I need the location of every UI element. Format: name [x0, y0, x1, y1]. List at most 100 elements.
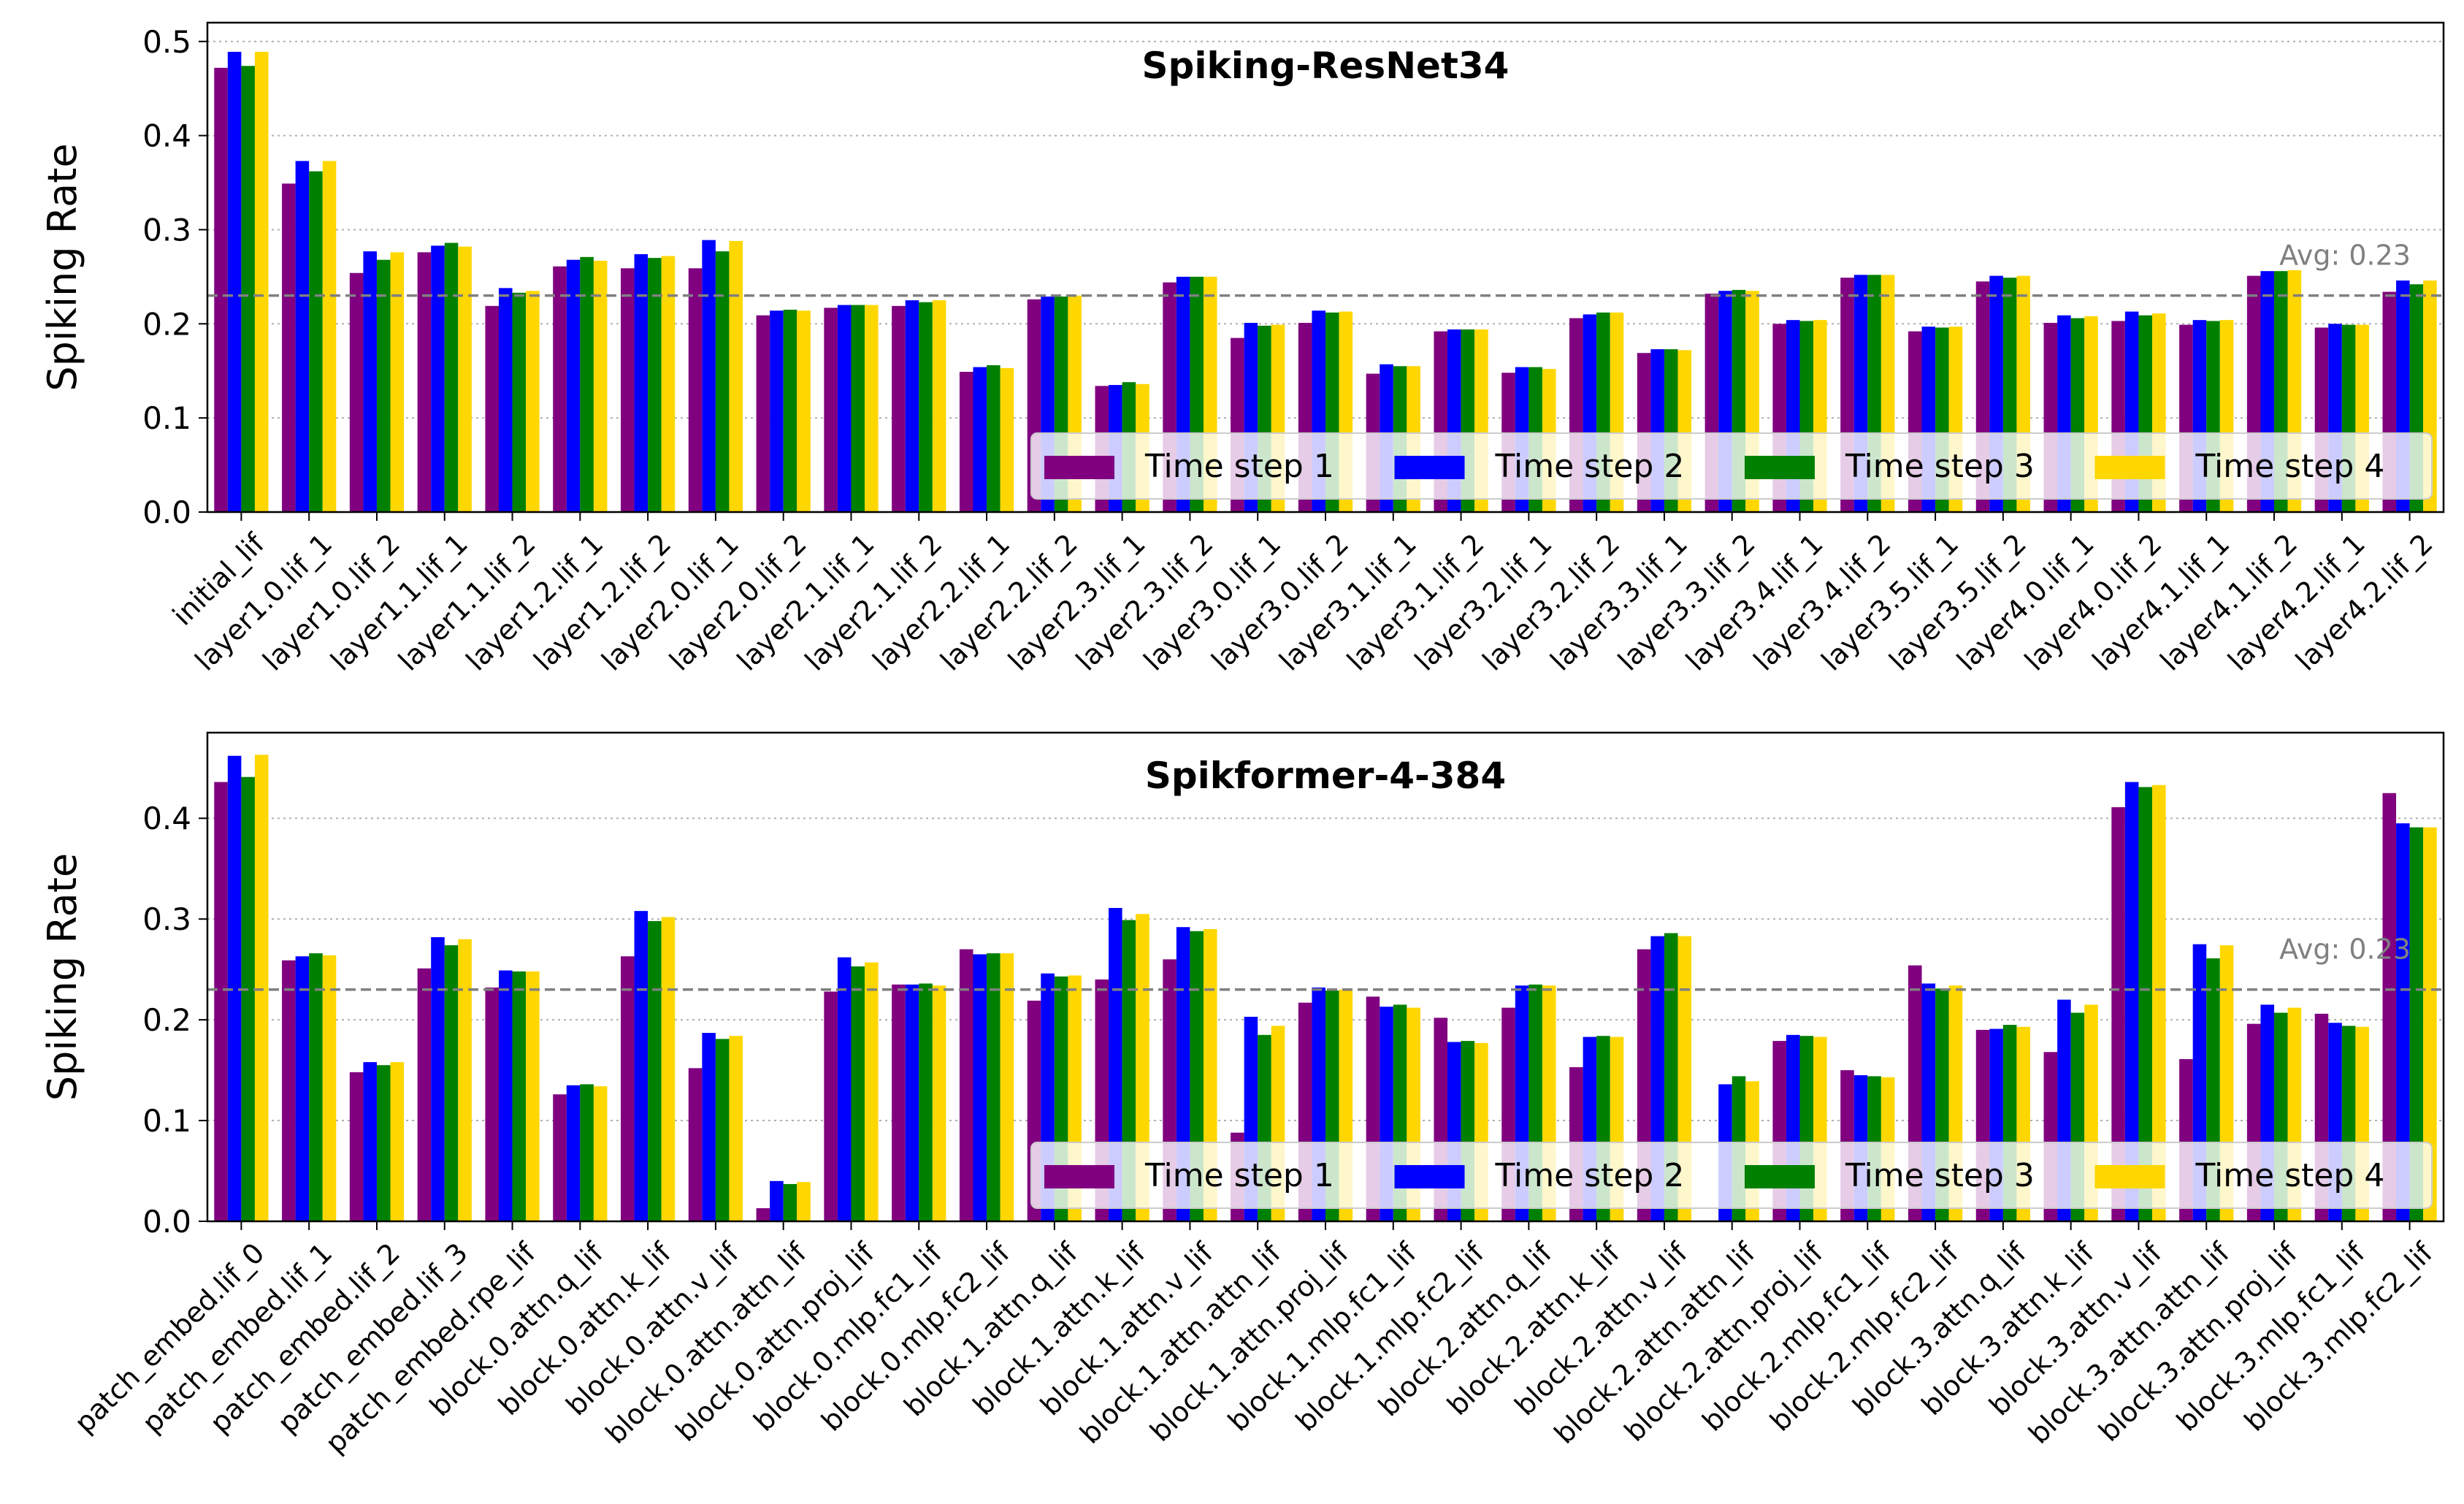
plot-frame [206, 21, 2445, 514]
average-label: Avg: 0.23 [2279, 934, 2411, 966]
y-tick-label: 0.5 [142, 24, 191, 60]
bar [770, 1180, 784, 1221]
y-tick-label: 0.1 [142, 1103, 191, 1139]
bar [498, 288, 513, 512]
bar [512, 971, 527, 1221]
legend-label: Time step 1 [1144, 448, 1334, 485]
bar [512, 292, 527, 512]
bar [729, 1036, 743, 1221]
bar [837, 305, 852, 512]
legend-label: Time step 4 [2195, 448, 2385, 485]
bar [376, 1065, 391, 1221]
bar [593, 260, 608, 512]
bar [2152, 785, 2166, 1221]
bar [322, 161, 337, 512]
legend-swatch [1044, 1165, 1114, 1188]
bar [932, 985, 946, 1221]
legend-box [1030, 1142, 2433, 1209]
bar [227, 755, 242, 1221]
y-tick-label: 0.0 [142, 495, 191, 530]
bar [973, 954, 987, 1221]
legend-swatch [2094, 456, 2165, 479]
y-tick-label: 0.1 [142, 400, 191, 436]
bar [661, 917, 676, 1221]
bar [431, 245, 445, 512]
y-axis-label: Spiking Rate [39, 853, 85, 1101]
bar [702, 1033, 716, 1221]
bar [824, 308, 838, 512]
bar [756, 315, 770, 512]
bar [566, 259, 581, 512]
bar [363, 251, 377, 512]
bar [295, 956, 310, 1221]
y-tick-label: 0.2 [142, 1002, 191, 1038]
bar [905, 300, 919, 512]
bar [376, 259, 391, 512]
bar [580, 1084, 594, 1221]
plot-frame [206, 731, 2445, 1223]
bar [987, 365, 1000, 512]
legend-label: Time step 1 [1144, 1157, 1334, 1194]
bar [973, 367, 987, 512]
bar [363, 1062, 377, 1221]
bar [648, 258, 662, 512]
bar [349, 272, 364, 512]
bar [2423, 827, 2437, 1221]
bar [892, 305, 906, 512]
bar [634, 253, 648, 512]
y-tick-label: 0.4 [142, 118, 191, 154]
bar [526, 971, 540, 1221]
legend-label: Time step 2 [1495, 1157, 1685, 1194]
bar [729, 240, 743, 512]
y-tick-label: 0.0 [142, 1204, 191, 1240]
y-tick-label: 0.2 [142, 306, 191, 342]
bar [797, 1182, 811, 1221]
bar [919, 983, 933, 1221]
bar [770, 310, 784, 512]
chart-panel-1: 0.00.10.20.30.40.5initial_liflayer1.0.li… [39, 21, 2445, 677]
legend: Time step 1 Time step 2 Time step 3 Time st… [1030, 432, 2433, 500]
bar [241, 66, 255, 513]
bar [919, 302, 933, 512]
bar [227, 51, 242, 512]
bar [241, 776, 255, 1221]
bar [553, 1094, 567, 1221]
bar [932, 300, 946, 512]
bar [715, 1039, 730, 1221]
y-tick-label: 0.3 [142, 901, 191, 937]
bar [431, 937, 445, 1221]
bar [702, 240, 716, 512]
bar [987, 953, 1000, 1221]
bar [1000, 953, 1014, 1221]
bar [851, 305, 865, 512]
legend-swatch [1394, 456, 1465, 479]
bar [417, 252, 432, 512]
bar [797, 310, 811, 512]
chart-panel-2: 0.00.10.20.30.4patch_embed.lif_0patch_em… [39, 731, 2445, 1459]
bar [661, 256, 676, 512]
bar [390, 252, 405, 512]
legend-swatch [2094, 1165, 2165, 1188]
bar [485, 305, 499, 512]
bar [214, 782, 228, 1221]
bar [458, 246, 472, 512]
bar [566, 1085, 581, 1221]
bar [254, 755, 269, 1221]
chart-title: Spiking-ResNet34 [1142, 45, 1510, 87]
bar [634, 911, 648, 1221]
bar [444, 243, 459, 512]
legend-swatch [1394, 1165, 1465, 1188]
bar [295, 161, 310, 512]
bar [621, 268, 635, 512]
bar [905, 984, 919, 1221]
bar [837, 957, 852, 1221]
bar [892, 984, 906, 1221]
y-tick-label: 0.3 [142, 212, 191, 248]
bar [322, 955, 337, 1221]
legend-label: Time step 3 [1845, 448, 2035, 485]
chart-title: Spikformer-4-384 [1145, 755, 1506, 797]
legend-label: Time step 3 [1845, 1157, 2035, 1194]
average-label: Avg: 0.23 [2279, 240, 2411, 272]
bar [309, 953, 323, 1221]
bar [254, 51, 269, 512]
